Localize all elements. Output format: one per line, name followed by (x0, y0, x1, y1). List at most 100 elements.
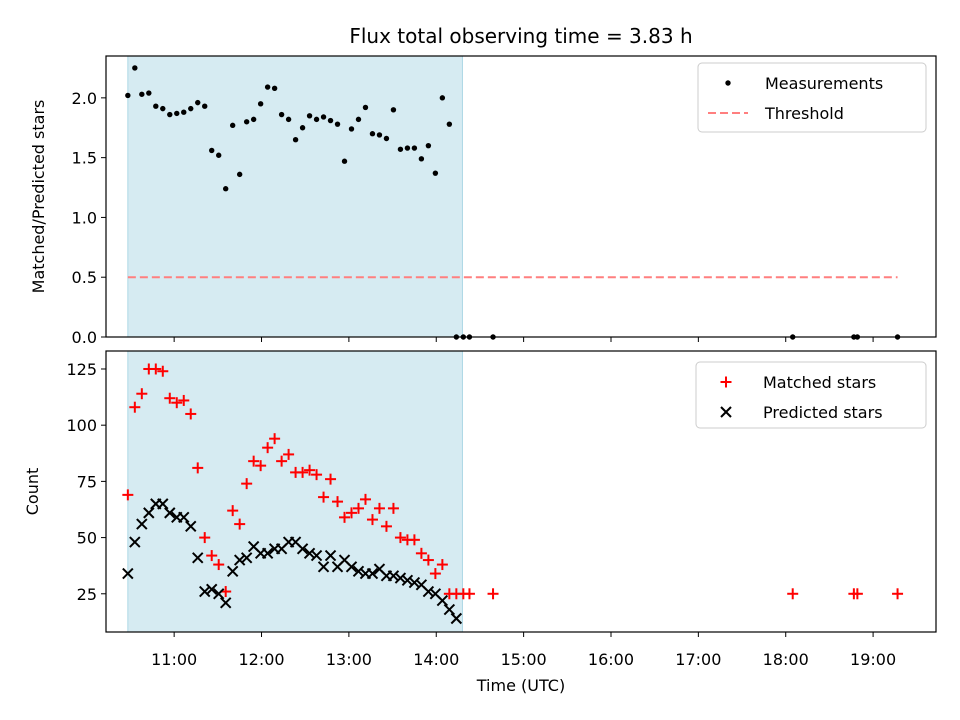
legend-measurements-swatch (725, 80, 731, 86)
predicted-stars-point-13-b (212, 588, 225, 600)
matched-stars-point-15 (227, 505, 239, 517)
predicted-stars-point-3 (143, 507, 155, 519)
predicted-stars-point-10-b (192, 552, 204, 564)
predicted-stars-point-47 (450, 612, 463, 625)
predicted-stars-point-41-b (408, 576, 421, 589)
x-tick-label-5: 16:00 (588, 650, 634, 669)
predicted-stars-point-45 (436, 594, 449, 607)
predicted-stars-point-17-b (240, 552, 253, 564)
predicted-stars-point-13 (212, 588, 225, 600)
measurements-point-7 (174, 110, 180, 117)
matched-stars-point-38 (387, 502, 399, 514)
matched-stars-point-0 (122, 489, 134, 501)
predicted-stars-point-24-b (289, 536, 302, 548)
predicted-stars-point-40 (401, 574, 414, 587)
predicted-stars-point-14 (219, 597, 232, 609)
measurements-point-13 (216, 152, 222, 158)
ratio-legend: Measurements Threshold (697, 62, 927, 133)
matched-stars-point-37 (380, 520, 392, 532)
bottom-legend-box (695, 361, 927, 429)
matched-stars-point-33 (352, 502, 364, 514)
measurements-point-32 (348, 126, 355, 132)
predicted-stars-point-44-b (429, 588, 442, 600)
top-ytick-label-2: 1.0 (72, 208, 97, 227)
measurements-point-5 (160, 105, 166, 112)
predicted-stars-point-38 (387, 570, 400, 582)
legend-matched-stars-label: Matched stars (763, 373, 876, 392)
predicted-stars-point-35-b (366, 567, 379, 580)
predicted-stars-point-26-b (303, 547, 316, 560)
predicted-stars-point-14-b (219, 597, 232, 609)
matched-stars-point-50 (487, 588, 499, 600)
predicted-stars-point-43 (422, 585, 435, 598)
x-tick-label-1: 12:00 (238, 650, 284, 669)
measurements-point-4 (153, 103, 159, 109)
predicted-stars-point-20-b (261, 547, 274, 560)
measurements-point-41 (411, 145, 418, 151)
top-legend-box (697, 62, 927, 133)
measurements-point-36 (376, 132, 383, 138)
matched-stars-point-7 (171, 397, 183, 409)
predicted-stars-point-33 (352, 565, 365, 578)
matched-stars-point-30 (332, 496, 344, 508)
matched-stars-point-44 (429, 568, 441, 580)
predicted-stars-point-9 (185, 520, 197, 533)
predicted-stars-point-27-b (310, 549, 323, 562)
predicted-stars-point-25 (296, 543, 309, 555)
predicted-stars-point-17 (240, 552, 253, 564)
measurements-point-33 (355, 116, 362, 123)
predicted-stars-point-26 (303, 547, 316, 560)
matched-stars-point-13 (213, 559, 225, 571)
bottom-ytick-label-0: 25 (77, 585, 97, 604)
matched-stars-point-25 (297, 466, 309, 478)
legend-predicted-stars-label: Predicted stars (763, 403, 883, 422)
legend-measurements-label: Measurements (765, 74, 883, 93)
bottom-ytick-label-3: 100 (66, 416, 97, 435)
measurements-point-26 (306, 113, 313, 119)
predicted-stars-point-6 (164, 507, 176, 519)
measurements-point-44 (432, 170, 439, 176)
predicted-stars-point-12 (206, 583, 218, 595)
measurements-point-12 (209, 147, 215, 154)
predicted-stars-point-12-b (206, 583, 218, 595)
predicted-stars-point-2-b (136, 518, 148, 530)
legend-predicted-stars-swatch-b (720, 406, 732, 418)
matched-stars-point-39 (394, 532, 406, 544)
x-axis-label: Time (UTC) (476, 676, 565, 695)
x-tick-label-7: 18:00 (763, 650, 809, 669)
measurements-point-0 (125, 92, 131, 99)
matched-stars-point-9 (185, 408, 197, 420)
count-panel-frame (105, 350, 937, 633)
measurements-point-19 (257, 101, 264, 107)
ratio-panel-frame (105, 55, 937, 338)
measurements-point-15 (229, 122, 236, 129)
count-legend: Matched stars Predicted stars (695, 361, 927, 429)
measurements-point-38 (390, 107, 397, 113)
measurements-point-3 (146, 90, 152, 96)
predicted-stars-point-8 (178, 511, 190, 524)
predicted-stars-point-5-b (157, 498, 169, 510)
predicted-stars-point-10 (192, 552, 204, 564)
measurements-point-10 (195, 99, 201, 106)
predicted-stars-point-9-b (185, 520, 197, 533)
matched-stars-point-12 (206, 550, 218, 562)
measurements-point-28 (320, 114, 327, 120)
measurements-point-42 (418, 156, 425, 162)
x-tick-label-2: 13:00 (326, 650, 372, 669)
predicted-stars-point-36-b (373, 563, 386, 575)
bottom-ytick-label-4: 125 (66, 360, 97, 379)
matched-stars-point-49 (463, 588, 475, 600)
matched-stars-point-22 (276, 455, 288, 467)
measurements-point-9 (188, 105, 194, 112)
matched-stars-point-26 (304, 464, 316, 476)
matched-stars-point-20 (262, 442, 274, 454)
matched-stars-point-6 (164, 392, 176, 404)
chart-title: Flux total observing time = 3.83 h (349, 24, 692, 48)
x-tick-label-8: 19:00 (850, 650, 896, 669)
matched-stars-point-36 (373, 502, 385, 514)
measurements-point-39 (397, 146, 404, 152)
top-ytick-label-4: 2.0 (72, 89, 97, 108)
matched-stars-point-51 (787, 588, 799, 600)
predicted-stars-point-39-b (394, 572, 407, 584)
